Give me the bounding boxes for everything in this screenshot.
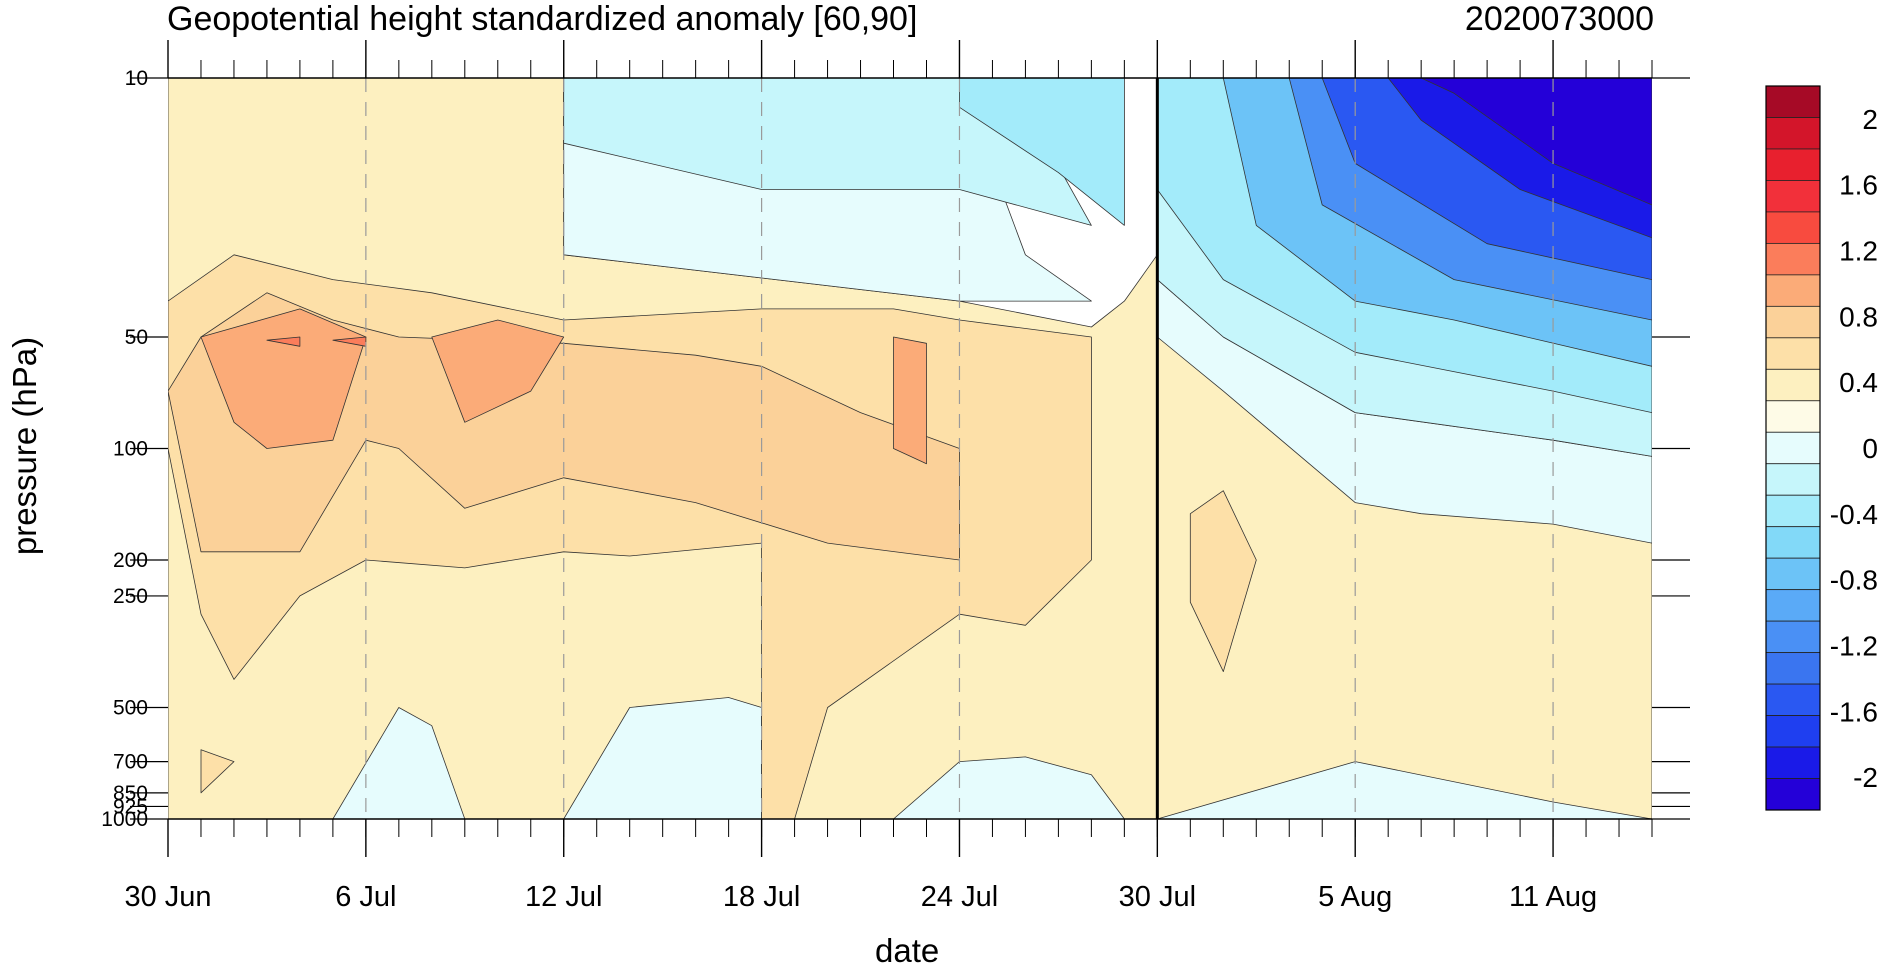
colorbar-swatch xyxy=(1765,683,1821,716)
y-tick-label: 100 xyxy=(113,438,148,461)
y-tick-label: 925 xyxy=(113,795,148,818)
colorbar-swatch xyxy=(1765,180,1821,213)
axes: 30 Jun 6 Jul 12 Jul 18 Jul 24 Jul 30 Jul 5 Aug… xyxy=(101,40,1690,913)
chart-title: Geopotential height standardized anomaly… xyxy=(167,0,918,38)
x-tick-label: 18 Jul xyxy=(723,881,800,913)
colorbar-swatch xyxy=(1765,746,1821,779)
y-axis-title: pressure (hPa) xyxy=(6,336,43,556)
chart-date-stamp: 2020073000 xyxy=(1464,0,1654,38)
y-tick-label: 200 xyxy=(113,549,148,572)
y-tick-label: 700 xyxy=(113,751,148,774)
y-tick-label: 850 xyxy=(113,782,148,805)
colorbar-swatch xyxy=(1765,305,1821,339)
x-tick-label: 30 Jul xyxy=(1119,881,1196,913)
colorbar-swatch xyxy=(1765,85,1821,118)
colorbar-tick-label: 0.4 xyxy=(1839,367,1878,398)
x-tick-label: 12 Jul xyxy=(525,881,602,913)
colorbar-swatch xyxy=(1765,494,1821,528)
colorbar-tick-label: 0.8 xyxy=(1839,301,1878,332)
colorbar-swatch xyxy=(1765,589,1821,622)
contour-region-16 xyxy=(893,756,1125,819)
contour-region-25 xyxy=(200,749,235,794)
colorbar-swatch xyxy=(1765,274,1821,307)
contour-region-22 xyxy=(266,336,301,347)
y-tick-label: 1000 xyxy=(101,808,148,831)
contour-region-20 xyxy=(431,319,565,423)
contour-region-19 xyxy=(200,308,367,449)
colorbar: 2 1.6 1.2 0.8 0.4 0 -0.4 -0.8 -1.2 -1.6 -2 xyxy=(1765,85,1878,811)
colorbar-tick-label: 2 xyxy=(1862,104,1878,135)
colorbar-swatch xyxy=(1765,715,1821,748)
contour-region-13 xyxy=(1420,78,1652,206)
contour-fill-layer xyxy=(168,78,1652,819)
x-tick-label: 6 Jul xyxy=(335,881,396,913)
contour-region-14 xyxy=(332,707,466,819)
contour-region-23 xyxy=(332,336,367,347)
y-tick-label: 50 xyxy=(125,326,148,349)
colorbar-swatch xyxy=(1765,620,1821,654)
colorbar-swatch xyxy=(1765,211,1821,244)
contour-region-21 xyxy=(893,336,927,465)
colorbar-swatch xyxy=(1765,526,1821,559)
colorbar-tick-label: 0 xyxy=(1862,433,1878,464)
colorbar-swatch xyxy=(1765,148,1821,181)
y-tick-label: 500 xyxy=(113,696,148,719)
colorbar-swatch xyxy=(1765,557,1821,591)
x-tick-label: 24 Jul xyxy=(921,881,998,913)
colorbar-swatch xyxy=(1765,778,1821,811)
colorbar-swatch xyxy=(1765,463,1821,496)
x-tick-label: 11 Aug xyxy=(1509,881,1597,913)
contour-region-24 xyxy=(1189,490,1257,672)
colorbar-frame xyxy=(1765,85,1821,811)
colorbar-tick-label: 1.2 xyxy=(1839,236,1878,267)
colorbar-swatch xyxy=(1765,242,1821,276)
colorbar-tick-label: -1.2 xyxy=(1830,630,1878,661)
x-axis-title: date xyxy=(875,932,940,969)
colorbar-swatch xyxy=(1765,117,1821,150)
contour-region-15 xyxy=(563,697,762,819)
colorbar-swatch xyxy=(1765,368,1821,402)
colorbar-swatch xyxy=(1765,431,1821,465)
colorbar-tick-label: 1.6 xyxy=(1839,170,1878,201)
date-gridlines xyxy=(365,78,1554,819)
colorbar-tick-label: -2 xyxy=(1853,762,1878,793)
x-tick-label: 30 Jun xyxy=(124,881,211,913)
colorbar-swatch xyxy=(1765,400,1821,433)
colorbar-tick-label: -0.4 xyxy=(1830,499,1878,530)
colorbar-tick-label: -0.8 xyxy=(1830,565,1878,596)
x-tick-label: 5 Aug xyxy=(1318,881,1392,913)
y-tick-label: 10 xyxy=(125,67,148,90)
colorbar-swatch xyxy=(1765,337,1821,370)
y-tick-label: 250 xyxy=(113,585,148,608)
colorbar-tick-label: -1.6 xyxy=(1830,696,1878,727)
colorbar-swatch xyxy=(1765,652,1821,685)
